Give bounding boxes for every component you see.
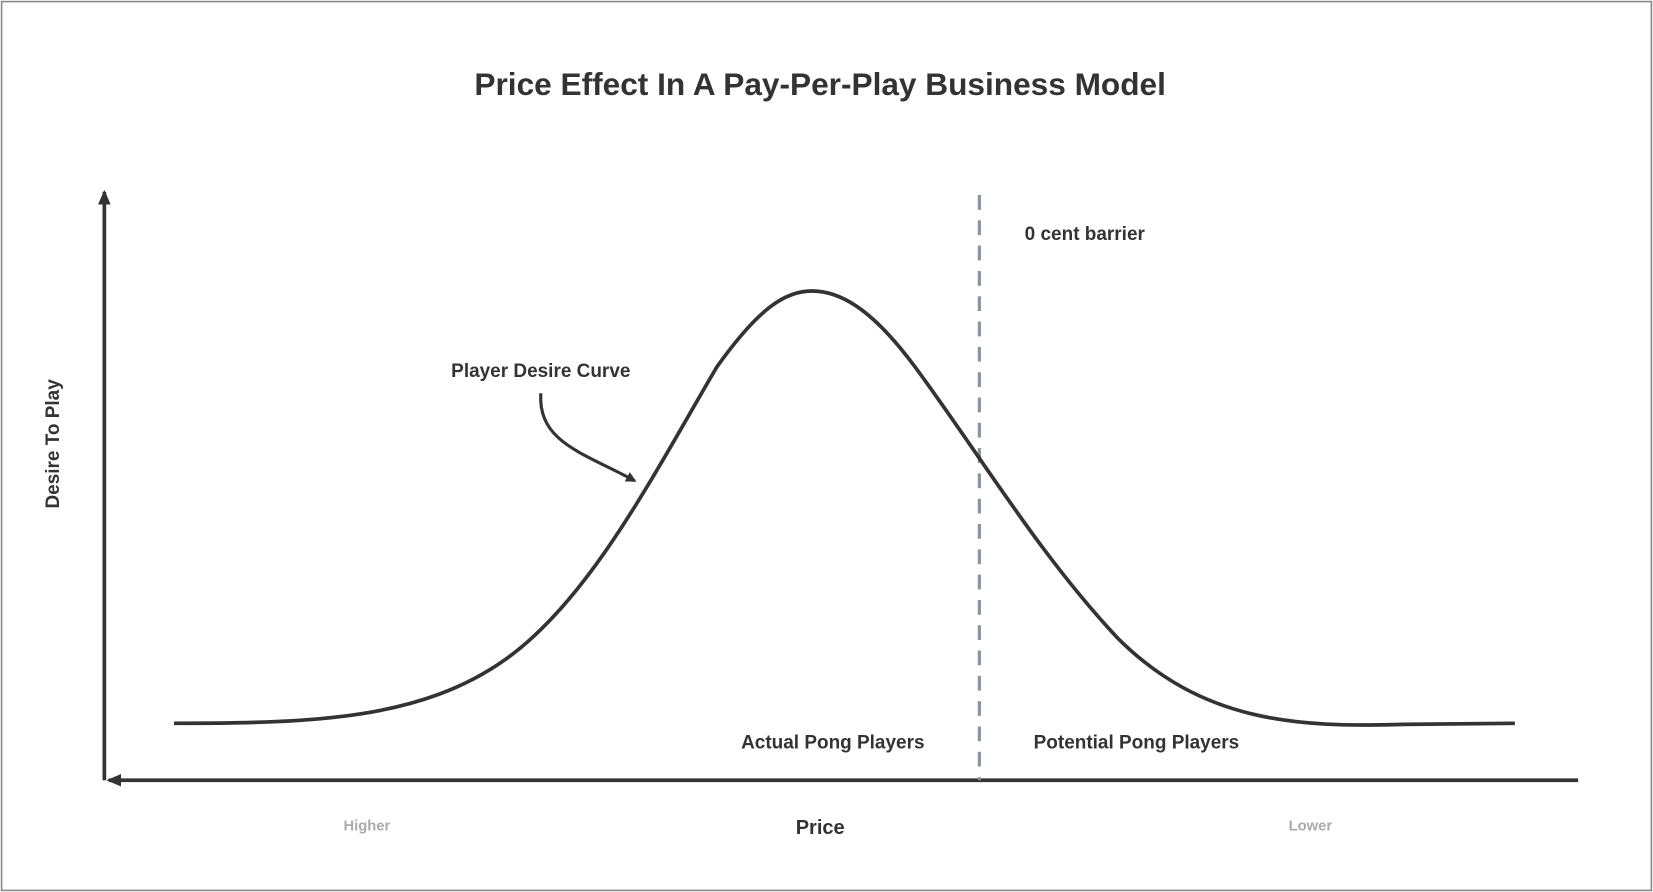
- x-left-label: Higher: [344, 819, 391, 835]
- title: Price Effect In A Pay-Per-Play Business …: [474, 66, 1166, 102]
- barrier-label: 0 cent barrier: [1025, 224, 1146, 245]
- x-axis-label: Price: [796, 817, 845, 839]
- actual-label: Actual Pong Players: [741, 732, 924, 753]
- desire-curve: [173, 289, 1515, 727]
- curve-label: Player Desire Curve: [451, 361, 630, 382]
- x-right-label: Lower: [1289, 819, 1333, 835]
- potential-label: Potential Pong Players: [1034, 732, 1240, 753]
- callout-arrow: [539, 393, 637, 483]
- y-axis-label: Desire To Play: [43, 379, 64, 509]
